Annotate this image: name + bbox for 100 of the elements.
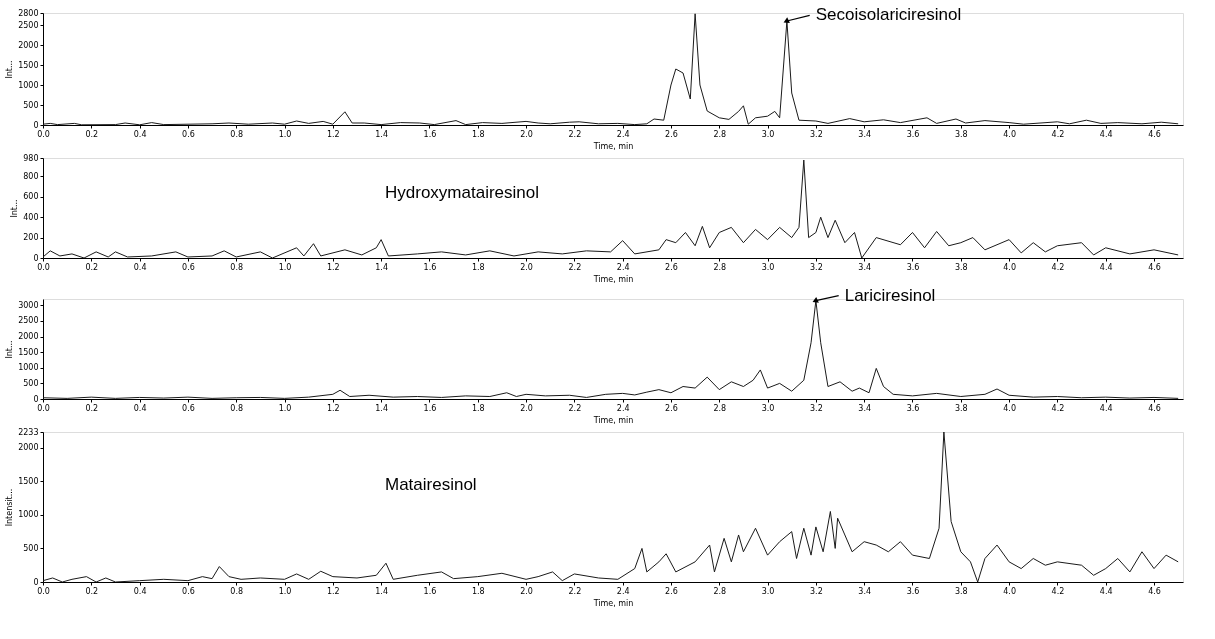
x-tick-label: 0.4: [133, 403, 147, 413]
x-tick-label: 3.2: [810, 262, 823, 272]
x-tick-label: 3.6: [906, 262, 920, 272]
x-tick-label: 1.6: [423, 262, 437, 272]
x-tick-label: 4.2: [1051, 262, 1065, 272]
x-tick-label: 2.6: [665, 586, 678, 596]
x-tick-label: 0.4: [133, 129, 147, 139]
y-tick-label: 1000: [18, 510, 39, 520]
x-tick-label: 1.6: [423, 403, 437, 413]
x-tick-label: 2.2: [568, 262, 582, 272]
x-tick-label: 4.6: [1148, 586, 1161, 596]
x-tick-label: 3.4: [858, 403, 872, 413]
x-tick-label: 3.4: [858, 262, 872, 272]
x-tick-label: 4.0: [1003, 129, 1016, 139]
y-tick-label: 2800: [18, 8, 39, 18]
x-tick-label: 4.0: [1003, 403, 1016, 413]
x-tick-label: 2.4: [616, 403, 630, 413]
x-tick-label: 2.2: [568, 129, 582, 139]
x-tick-label: 2.0: [520, 586, 533, 596]
x-tick-label: 2.2: [568, 403, 582, 413]
x-tick-label: 2.4: [616, 586, 630, 596]
y-tick-label: 500: [23, 378, 39, 388]
x-tick-label: 1.8: [471, 403, 485, 413]
x-tick-label: 3.0: [761, 586, 775, 596]
y-tick-label: 2500: [18, 316, 39, 326]
x-tick-label: 0.6: [182, 403, 195, 413]
x-tick-label: 1.4: [375, 262, 388, 272]
x-tick-label: 4.0: [1003, 586, 1016, 596]
annotation: Hydroxymatairesinol: [385, 183, 539, 202]
y-tick-label: 0: [33, 394, 39, 404]
x-tick-label: 1.0: [278, 403, 292, 413]
x-tick-label: 1.2: [326, 262, 340, 272]
x-tick-label: 2.0: [520, 262, 533, 272]
x-tick-label: 1.4: [375, 403, 388, 413]
y-tick-label: 2233: [18, 427, 39, 437]
y-tick-label: 0: [33, 253, 39, 263]
x-tick-label: 2.2: [568, 586, 582, 596]
x-tick-label: 1.2: [326, 129, 340, 139]
x-tick-label: 3.6: [906, 586, 920, 596]
x-tick-label: 0.2: [85, 403, 99, 413]
y-tick-label: 2500: [18, 20, 39, 30]
y-tick-label: 0: [33, 577, 39, 587]
x-tick-label: 3.2: [810, 586, 823, 596]
x-tick-label: 4.4: [1099, 403, 1113, 413]
y-axis-title: Int...: [5, 340, 15, 359]
x-tick-label: 0.6: [182, 586, 195, 596]
y-tick-label: 1000: [18, 363, 39, 373]
x-tick-label: 0.0: [37, 262, 50, 272]
y-tick-label: 1500: [18, 347, 39, 357]
x-tick-label: 4.2: [1051, 129, 1065, 139]
x-tick-label: 3.8: [954, 129, 968, 139]
y-tick-label: 800: [23, 171, 39, 181]
x-tick-label: 3.8: [954, 586, 968, 596]
y-axis-title: Int...: [10, 199, 20, 218]
y-tick-label: 500: [23, 100, 39, 110]
x-tick-label: 0.6: [182, 129, 195, 139]
x-tick-label: 1.6: [423, 586, 437, 596]
annotation: Secoisolariciresinol: [815, 5, 962, 25]
x-tick-label: 2.8: [713, 129, 727, 139]
x-tick-label: 0.0: [37, 129, 50, 139]
x-tick-label: 1.6: [423, 129, 437, 139]
x-tick-label: 1.0: [278, 129, 292, 139]
x-tick-label: 2.6: [665, 129, 678, 139]
y-axis-title: Int...: [5, 60, 15, 79]
x-tick-label: 1.0: [278, 262, 292, 272]
x-tick-label: 3.0: [761, 129, 775, 139]
x-tick-label: 1.8: [471, 586, 485, 596]
line-series: [43, 159, 1179, 258]
x-tick-label: 0.8: [230, 586, 244, 596]
x-tick-label: 4.4: [1099, 262, 1113, 272]
y-tick-label: 980: [23, 153, 39, 163]
x-tick-label: 1.2: [326, 586, 340, 596]
x-axis-title: Time, min: [592, 598, 634, 608]
x-tick-label: 3.6: [906, 129, 920, 139]
x-tick-label: 2.8: [713, 403, 727, 413]
x-tick-label: 0.8: [230, 262, 244, 272]
x-tick-label: 1.8: [471, 129, 485, 139]
x-tick-label: 1.8: [471, 262, 485, 272]
x-tick-label: 4.6: [1148, 129, 1161, 139]
annotation: Lariciresinol: [844, 285, 936, 305]
y-tick-label: 1500: [18, 476, 39, 486]
x-tick-label: 0.8: [230, 403, 244, 413]
y-tick-label: 2000: [18, 443, 39, 453]
x-tick-label: 2.6: [665, 403, 678, 413]
x-tick-label: 0.2: [85, 586, 99, 596]
x-axis-title: Time, min: [592, 274, 634, 284]
x-tick-label: 1.0: [278, 586, 292, 596]
y-tick-label: 1000: [18, 80, 39, 90]
x-tick-label: 4.2: [1051, 403, 1065, 413]
x-tick-label: 0.4: [133, 262, 147, 272]
x-tick-label: 3.8: [954, 262, 968, 272]
y-tick-label: 2000: [18, 40, 39, 50]
x-tick-label: 3.2: [810, 129, 823, 139]
x-tick-label: 2.0: [520, 129, 533, 139]
x-tick-label: 3.2: [810, 403, 823, 413]
x-tick-label: 4.6: [1148, 403, 1161, 413]
y-tick-label: 600: [23, 192, 39, 202]
x-tick-label: 2.8: [713, 586, 727, 596]
annotation: Matairesinol: [385, 474, 477, 494]
x-tick-label: 3.0: [761, 403, 775, 413]
